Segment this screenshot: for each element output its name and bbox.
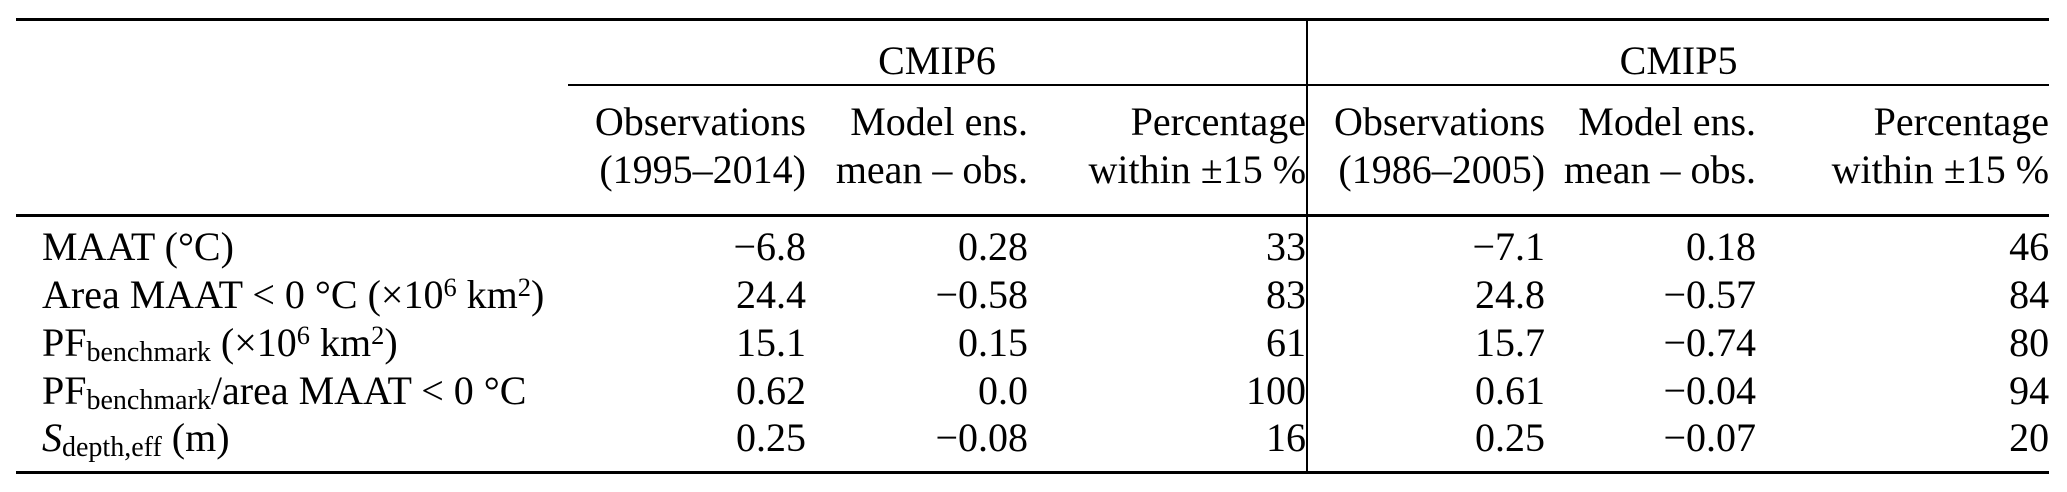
cell: 15.1 <box>736 319 806 365</box>
cell: −0.08 <box>806 414 1028 474</box>
header-line: (1995–2014) <box>599 147 806 192</box>
table-row: PFbenchmark/area MAAT < 0 °C 0.62 0.0 100 0.… <box>16 366 2049 414</box>
header-line: Percentage <box>1130 99 1307 144</box>
cell: 24.4 <box>736 271 806 317</box>
header-line: Model ens. <box>1578 99 1757 144</box>
header-line: Percentage <box>1873 99 2050 144</box>
header-cmip6-observations: Observations (1995–2014) <box>568 84 806 217</box>
cell: −0.07 <box>1545 414 1757 474</box>
header-cmip5-percentage: Percentage within ±15 % <box>1756 84 2050 217</box>
header-line: mean – obs. <box>1563 147 1757 192</box>
header-line: Observations <box>594 99 806 144</box>
header-line: within ±15 % <box>1088 147 1307 192</box>
cell: 33 <box>1266 224 1307 269</box>
header-line: (1986–2005) <box>1338 147 1546 192</box>
group-header-row: CMIP6 CMIP5 <box>16 18 2050 86</box>
table-row: MAAT (°C) −6.8 0.28 33 −7.1 0.18 46 <box>16 215 2050 270</box>
table-row: PFbenchmark (×106 km2) 15.1 0.15 61 15.7 −0.7… <box>16 318 2049 366</box>
corner-cell <box>16 18 568 85</box>
cell: 84 <box>2009 271 2050 317</box>
header-cmip6-model-ens: Model ens. mean – obs. <box>806 84 1028 217</box>
cell: 83 <box>1266 271 1307 317</box>
header-line: Observations <box>1333 99 1546 144</box>
cell: 80 <box>2009 319 2050 365</box>
header-line: Model ens. <box>850 99 1028 144</box>
cell: 20 <box>1756 414 2050 474</box>
cell: 0.61 <box>1306 366 1546 414</box>
cell: −0.58 <box>935 271 1028 317</box>
cell: 0.62 <box>736 367 806 413</box>
cell: 16 <box>1028 414 1308 474</box>
group-header-cmip6: CMIP6 <box>568 18 1308 86</box>
header-cmip5-model-ens: Model ens. mean – obs. <box>1545 84 1757 217</box>
cell: −0.74 <box>1663 319 1757 365</box>
cell: 46 <box>2009 224 2050 269</box>
table-row: Area MAAT < 0 °C (×106 km2) 24.4 −0.58 83 24… <box>16 270 2049 318</box>
cell: 24.8 <box>1306 270 1546 318</box>
cell: 0.28 <box>958 224 1028 269</box>
row-label-header-cell <box>16 84 568 217</box>
cell: 0.18 <box>1686 224 1757 269</box>
cell: 0.25 <box>568 414 806 474</box>
cell: 61 <box>1266 319 1307 365</box>
header-cmip6-percentage: Percentage within ±15 % <box>1028 84 1308 217</box>
cell: −7.1 <box>1306 215 1546 270</box>
cell: −6.8 <box>733 224 806 269</box>
column-header-row: Observations (1995–2014) Model ens. mean… <box>16 84 2050 217</box>
cell: 0.25 <box>1306 414 1546 474</box>
row-label: PFbenchmark (×106 km2) <box>42 319 398 368</box>
header-cmip5-observations: Observations (1986–2005) <box>1306 84 1546 217</box>
row-label: MAAT (°C) <box>42 224 234 269</box>
header-line: mean – obs. <box>835 147 1028 192</box>
group-header-cmip5: CMIP5 <box>1306 18 2050 86</box>
row-label: Area MAAT < 0 °C (×106 km2) <box>42 271 545 317</box>
cell: 0.15 <box>958 319 1028 365</box>
table-row: Sdepth,eff (m) 0.25 −0.08 16 0.25 −0.07 20 <box>16 414 2050 474</box>
benchmark-table: CMIP6 CMIP5 Observations (1995–2014) Mod… <box>16 18 2050 474</box>
row-label: Sdepth,eff (m) <box>16 414 568 474</box>
cell: −0.04 <box>1663 367 1757 413</box>
cell: 0.0 <box>978 367 1028 413</box>
row-label: PFbenchmark/area MAAT < 0 °C <box>42 367 527 416</box>
cell: 94 <box>2009 367 2050 413</box>
table-body: MAAT (°C) −6.8 0.28 33 −7.1 0.18 46 Area MAAT <… <box>16 215 2050 474</box>
cell: 15.7 <box>1306 318 1546 366</box>
header-line: within ±15 % <box>1831 147 2050 192</box>
cell: 100 <box>1246 367 1307 413</box>
cell: −0.57 <box>1663 271 1757 317</box>
